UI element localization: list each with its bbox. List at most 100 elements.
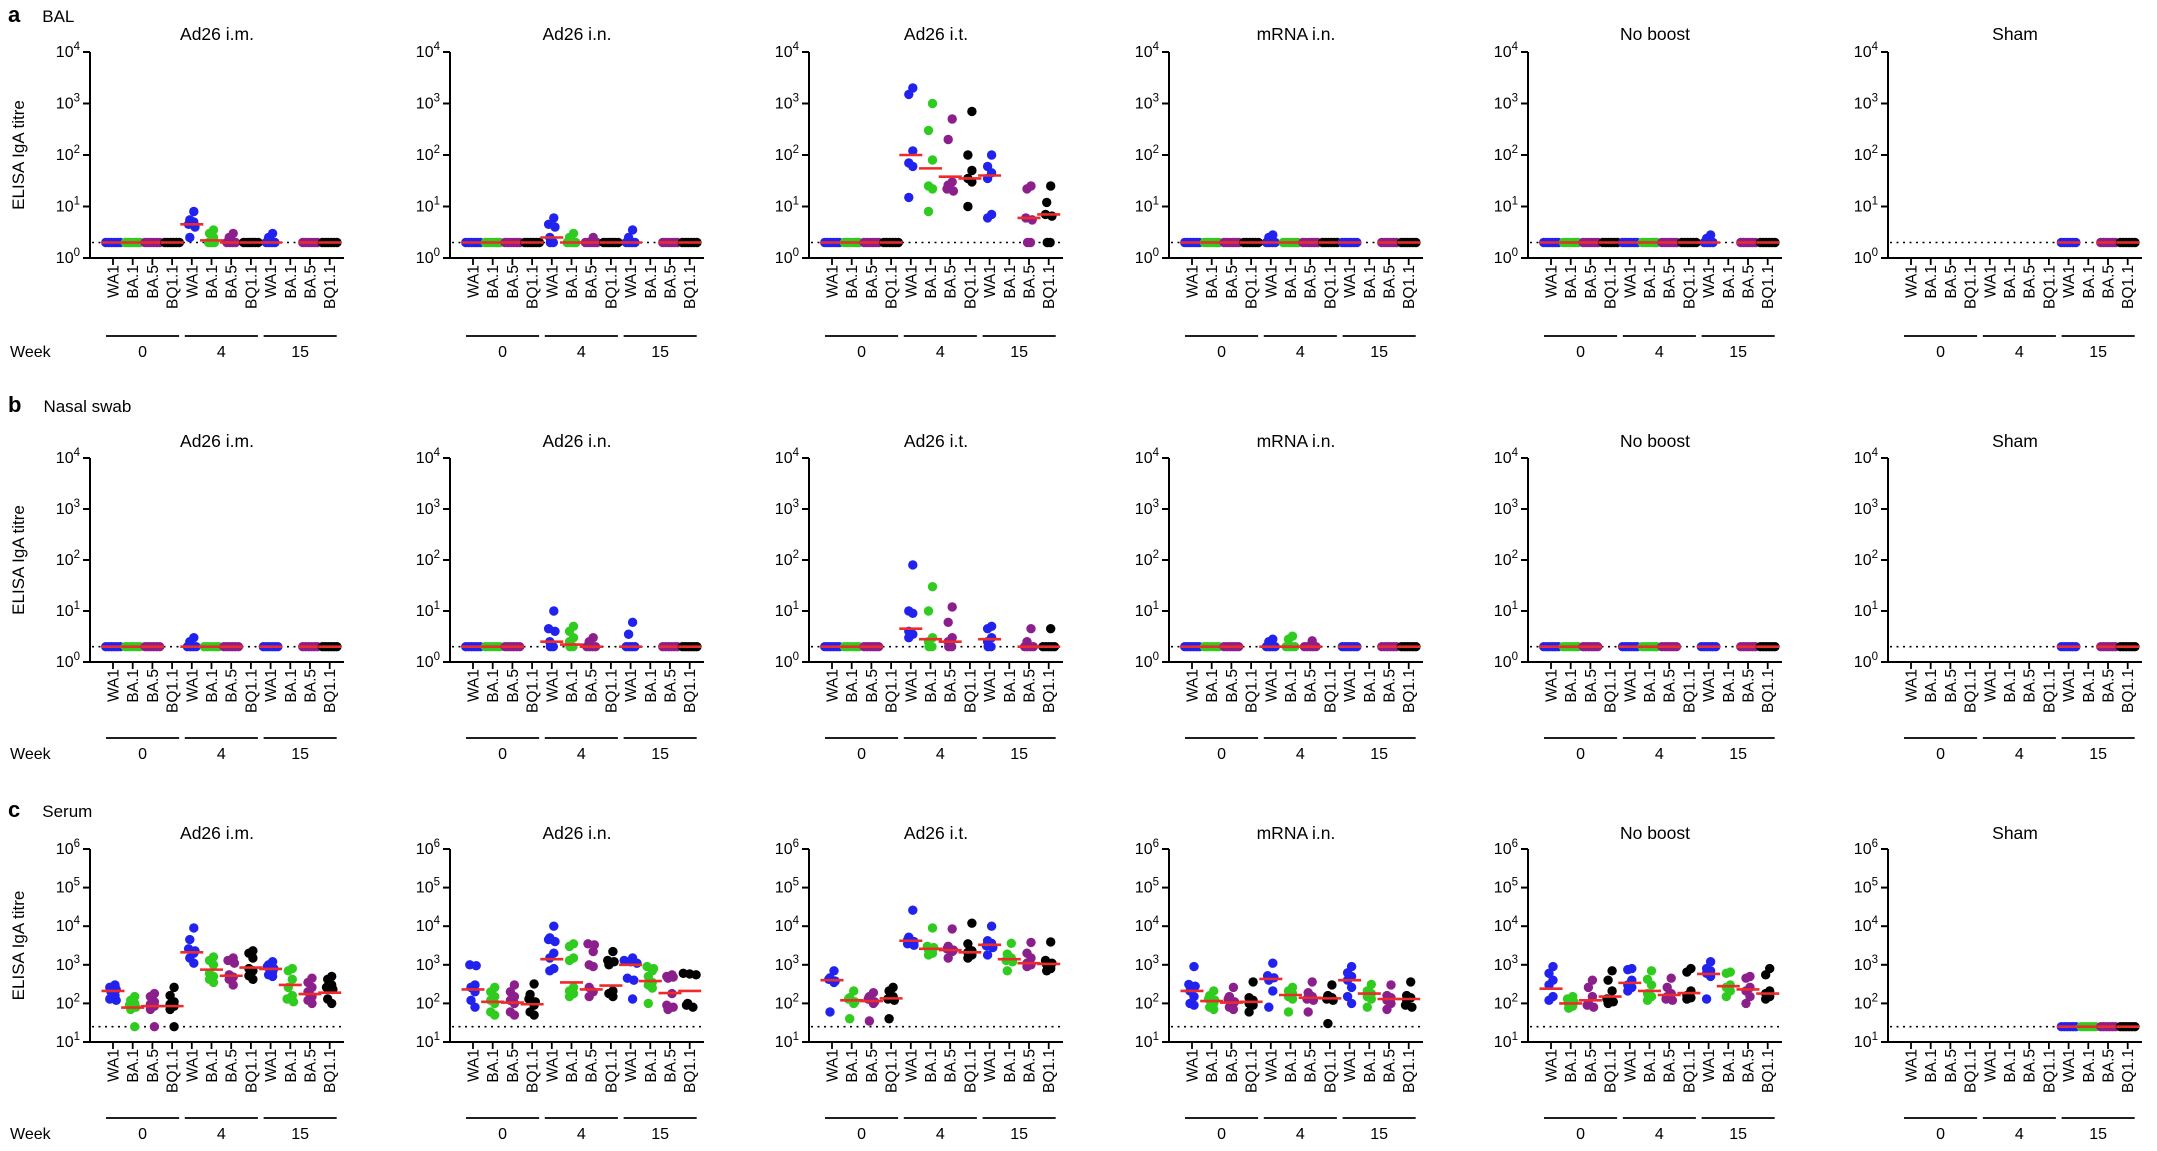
x-tick-label: BQ1.1 — [1760, 1049, 1777, 1093]
x-tick-label: WA1 — [982, 265, 999, 298]
data-point — [1721, 968, 1731, 979]
group-0-BQ1.1 — [519, 237, 544, 248]
y-tick-label: 104 — [415, 915, 440, 935]
data-point — [1682, 994, 1692, 1004]
x-tick-label: WA1 — [2061, 669, 2078, 702]
x-tick-label: BQ1.1 — [1603, 1049, 1620, 1093]
y-tick-label: 105 — [1494, 877, 1518, 897]
data-point — [1721, 991, 1731, 1002]
group-0-WA1 — [820, 237, 844, 248]
y-tick-label: 104 — [1134, 915, 1159, 935]
group-4-WA1 — [1618, 963, 1642, 996]
group-0-BA.5 — [499, 641, 524, 652]
data-point — [1381, 1004, 1392, 1015]
x-tick-label: BA.1 — [923, 669, 940, 703]
x-tick-label: BA.1 — [2080, 669, 2097, 703]
y-tick-label: 100 — [1134, 247, 1158, 267]
data-point — [1623, 964, 1633, 975]
data-point — [208, 960, 219, 970]
data-point — [1761, 970, 1771, 980]
group-15-WA1 — [2056, 1021, 2081, 1032]
group-0-BA.1 — [840, 986, 864, 1024]
x-tick-label: WA1 — [982, 669, 999, 702]
data-point — [1385, 980, 1396, 990]
group-15-WA1 — [1337, 641, 1362, 652]
x-tick-label: WA1 — [1622, 265, 1639, 298]
x-tick-label: BA.1 — [2002, 669, 2019, 703]
group-4-BA.5 — [938, 924, 962, 963]
x-tick-label: BA.5 — [145, 265, 162, 299]
group-0-BA.1 — [120, 641, 145, 652]
x-tick-label: BA.1 — [2002, 1049, 2019, 1083]
panel-title: Ad26 i.t. — [904, 431, 968, 451]
data-point — [1267, 986, 1277, 996]
data-point — [1741, 973, 1751, 983]
data-point — [1006, 938, 1016, 949]
y-tick-label: 103 — [1134, 498, 1158, 518]
y-tick-label: 105 — [1853, 877, 1877, 897]
x-tick-label: BA.1 — [2002, 265, 2019, 299]
group-4-WA1 — [1258, 958, 1282, 1012]
panel-letter-c: c — [8, 797, 21, 822]
x-tick-label: BA.5 — [943, 1049, 960, 1083]
x-tick-label: BA.1 — [642, 669, 659, 703]
x-tick-label: BA.5 — [1302, 1049, 1319, 1083]
data-point — [1045, 237, 1055, 248]
x-tick-label: WA1 — [544, 669, 561, 702]
data-point — [1046, 937, 1056, 947]
group-4-BA.1 — [559, 228, 583, 248]
data-point — [471, 960, 481, 971]
y-tick-label: 103 — [1494, 498, 1518, 518]
data-point — [1307, 977, 1317, 987]
week-number: 4 — [2014, 746, 2023, 763]
data-point — [1607, 986, 1617, 996]
data-point — [248, 953, 258, 963]
group-15-WA1 — [1697, 957, 1721, 1004]
data-point — [864, 1016, 875, 1026]
x-tick-label: BA.5 — [504, 1049, 521, 1083]
y-tick-label: 101 — [1494, 600, 1518, 620]
x-tick-label: WA1 — [1184, 1049, 1201, 1082]
group-15-BQ1.1 — [677, 968, 701, 1012]
data-point — [884, 1014, 894, 1024]
x-tick-label: BQ1.1 — [1603, 669, 1620, 713]
x-tick-label: BA.5 — [1942, 669, 1959, 703]
x-tick-label: BA.5 — [943, 669, 960, 703]
data-point — [631, 958, 642, 968]
x-tick-label: WA1 — [623, 669, 640, 702]
panels-c: Ad26 i.m. 101 102 103 104 105 106 ELISA IgA tit… — [0, 795, 2157, 1151]
week-number: 15 — [1010, 746, 1028, 763]
data-point — [1228, 1004, 1238, 1015]
group-0-BA.5 — [499, 237, 524, 248]
x-tick-label: WA1 — [465, 669, 482, 702]
x-tick-label: BQ1.1 — [884, 1049, 901, 1093]
data-point — [1188, 961, 1199, 972]
y-tick-label: 101 — [1853, 196, 1877, 216]
panel-title: Ad26 i.t. — [904, 823, 968, 843]
x-tick-label: BA.5 — [303, 669, 320, 703]
y-tick-label: 105 — [775, 877, 799, 897]
group-0-WA1 — [820, 966, 844, 1017]
x-tick-label: BA.5 — [1022, 265, 1039, 299]
group-15-BQ1.1 — [1037, 623, 1061, 652]
week-number: 0 — [1217, 344, 1226, 361]
group-15-WA1 — [1697, 230, 1721, 248]
group-0-WA1 — [461, 960, 484, 1012]
x-tick-label: BQ1.1 — [524, 1049, 541, 1093]
data-point — [1322, 1018, 1333, 1029]
data-point — [923, 950, 934, 960]
x-tick-label: BA.1 — [923, 1049, 940, 1083]
y-tick-label: 105 — [56, 877, 80, 897]
group-15-BA.5 — [657, 237, 682, 248]
data-point — [287, 974, 297, 985]
x-tick-label: BA.5 — [583, 1049, 600, 1083]
group-15-WA1 — [978, 921, 1002, 960]
data-point — [1701, 994, 1712, 1004]
row-a-title: BAL — [42, 7, 75, 26]
group-4-BQ1.1 — [238, 237, 263, 248]
data-point — [927, 641, 937, 652]
data-point — [465, 995, 476, 1006]
